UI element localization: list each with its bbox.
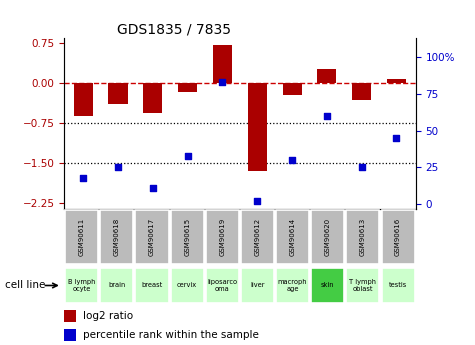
Bar — [65, 210, 98, 264]
Bar — [100, 210, 133, 264]
Bar — [311, 268, 344, 303]
Text: GSM90619: GSM90619 — [219, 218, 225, 256]
Bar — [108, 83, 128, 104]
Text: GSM90618: GSM90618 — [114, 218, 120, 256]
Point — [79, 175, 87, 180]
Bar — [381, 210, 415, 264]
Bar — [171, 268, 204, 303]
Text: GSM90612: GSM90612 — [255, 218, 260, 256]
Text: log2 ratio: log2 ratio — [84, 311, 133, 321]
Bar — [100, 268, 133, 303]
Text: GSM90611: GSM90611 — [79, 218, 85, 256]
Bar — [206, 210, 239, 264]
Text: cervix: cervix — [177, 283, 197, 288]
Bar — [171, 210, 204, 264]
Text: brain: brain — [108, 283, 125, 288]
Bar — [213, 45, 232, 83]
Text: skin: skin — [321, 283, 334, 288]
Text: GDS1835 / 7835: GDS1835 / 7835 — [117, 23, 231, 37]
Point — [114, 165, 122, 170]
Bar — [74, 83, 93, 116]
Text: GSM90617: GSM90617 — [149, 218, 155, 256]
Point — [358, 165, 365, 170]
Bar — [247, 83, 267, 171]
Text: GSM90620: GSM90620 — [325, 218, 331, 256]
Bar — [346, 210, 380, 264]
Bar — [241, 268, 274, 303]
Bar — [241, 210, 274, 264]
Bar — [135, 210, 169, 264]
Text: liver: liver — [250, 283, 265, 288]
Bar — [178, 83, 197, 92]
Text: GSM90616: GSM90616 — [395, 218, 401, 256]
Bar — [276, 268, 309, 303]
Text: macroph
age: macroph age — [278, 279, 307, 292]
Text: percentile rank within the sample: percentile rank within the sample — [84, 330, 259, 340]
Bar — [64, 329, 76, 341]
Text: GSM90614: GSM90614 — [290, 218, 295, 256]
Bar — [143, 83, 162, 113]
Bar — [283, 83, 302, 95]
Point — [218, 80, 226, 85]
Point — [393, 135, 400, 141]
Bar — [381, 268, 415, 303]
Bar — [206, 268, 239, 303]
Text: T lymph
oblast: T lymph oblast — [350, 279, 376, 292]
Bar — [387, 79, 406, 83]
Point — [323, 113, 331, 119]
Bar — [352, 83, 371, 100]
Bar — [317, 69, 336, 83]
Bar — [311, 210, 344, 264]
Bar — [276, 210, 309, 264]
Point — [288, 157, 296, 163]
Bar — [135, 268, 169, 303]
Bar — [65, 268, 98, 303]
Text: GSM90615: GSM90615 — [184, 218, 190, 256]
Point — [184, 153, 191, 158]
Text: testis: testis — [389, 283, 407, 288]
Bar — [64, 310, 76, 322]
Point — [149, 185, 157, 190]
Text: cell line: cell line — [5, 280, 45, 290]
Text: B lymph
ocyte: B lymph ocyte — [68, 279, 95, 292]
Text: GSM90613: GSM90613 — [360, 218, 366, 256]
Text: liposarco
oma: liposarco oma — [207, 279, 238, 292]
Text: breast: breast — [142, 283, 162, 288]
Point — [254, 198, 261, 204]
Bar — [346, 268, 380, 303]
